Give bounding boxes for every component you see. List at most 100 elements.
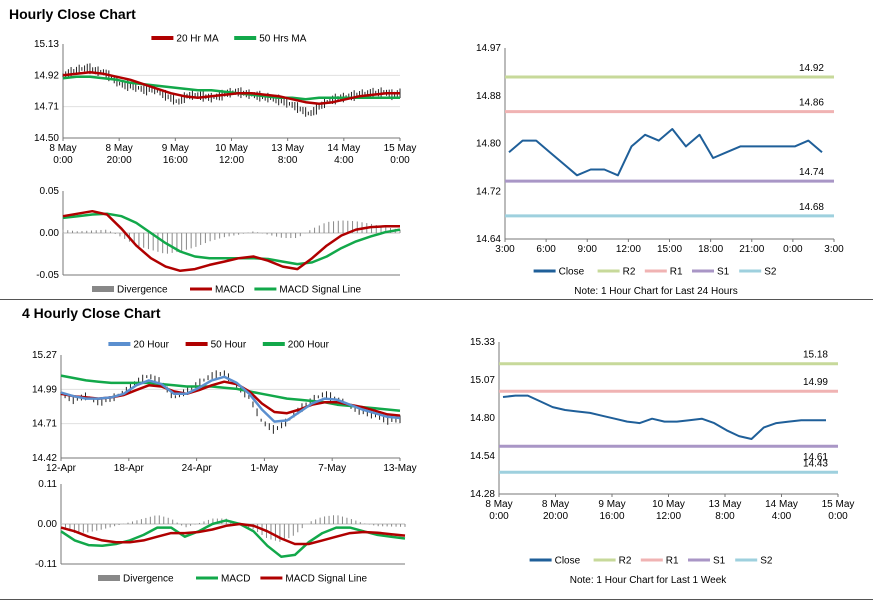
four-hourly-levels-legend-label: R1	[666, 556, 679, 567]
hourly-levels-x-tick: 3:00	[824, 244, 844, 255]
four-hourly-levels-x-tick: 0:00	[489, 511, 509, 522]
four-hourly-levels-x-tick: 16:00	[599, 511, 624, 522]
hourly-levels-y-tick: 14.72	[476, 186, 501, 197]
four-hourly-macd-y-tick: -0.11	[35, 559, 57, 570]
four-hourly-macd-legend-label: MACD	[221, 574, 250, 585]
hourly-price-x-tick: 8 May	[106, 143, 133, 154]
four-hourly-levels-x-tick: 10 May	[652, 499, 685, 510]
four-hourly-price-x-tick: 18-Apr	[114, 463, 145, 474]
hourly-price-y-tick: 14.50	[34, 133, 59, 144]
hourly-levels-y-tick: 14.88	[476, 91, 501, 102]
hourly-price-y-tick: 14.92	[34, 70, 59, 81]
four-hourly-levels-legend-label: Close	[555, 556, 581, 567]
hourly-price-x-tick: 10 May	[215, 143, 248, 154]
hourly-price-x-tick: 20:00	[107, 155, 132, 166]
hourly-levels-note: Note: 1 Hour Chart for Last 24 Hours	[574, 286, 737, 297]
hourly-levels-close-line	[508, 128, 823, 177]
hourly-price-x-tick: 14 May	[327, 143, 360, 154]
hourly-levels-legend-label: R2	[623, 267, 636, 278]
hourly-macd-line	[62, 209, 400, 273]
hourly-price-x-tick: 15 May	[384, 143, 417, 154]
four-hourly-levels-y-tick: 15.07	[470, 375, 495, 386]
four-hourly-ma20-line	[60, 375, 401, 423]
hourly-price-x-tick: 13 May	[271, 143, 304, 154]
four-hourly-ma200-line	[60, 374, 401, 412]
four-hourly-price-legend-label: 20 Hour	[133, 340, 169, 351]
four-hourly-section-title: 4 Hourly Close Chart	[22, 305, 161, 321]
four-hourly-levels-x-tick: 8:00	[715, 511, 735, 522]
four-hourly-macd-y-tick: 0.11	[38, 479, 57, 490]
hourly-macd-legend-label: MACD	[215, 285, 244, 296]
hourly-section-title: Hourly Close Chart	[9, 6, 136, 22]
hourly-price-x-tick: 8 May	[49, 143, 76, 154]
hourly-levels-legend-label: S1	[717, 267, 730, 278]
four-hourly-macd-legend-label: MACD Signal Line	[285, 574, 367, 585]
four-hourly-levels-x-tick: 4:00	[772, 511, 792, 522]
hourly-ma50-line	[62, 75, 400, 101]
four-hourly-levels-level-label-s2: 14.43	[803, 458, 828, 469]
four-hourly-price-y-tick: 14.71	[32, 419, 57, 430]
four-hourly-levels-y-tick: 14.80	[470, 413, 495, 424]
hourly-price-legend-label: 20 Hr MA	[176, 34, 219, 45]
hourly-levels-level-label-r2: 14.92	[799, 63, 824, 74]
four-hourly-price-x-tick: 1-May	[251, 463, 279, 474]
hourly-macd-legend-label: Divergence	[117, 285, 168, 296]
four-hourly-macd-legend-label: Divergence	[123, 574, 174, 585]
hourly-levels-x-tick: 12:00	[616, 244, 641, 255]
four-hourly-price-x-tick: 12-Apr	[46, 463, 77, 474]
four-hourly-price-x-tick: 7-May	[318, 463, 346, 474]
four-hourly-levels-x-tick: 12:00	[656, 511, 681, 522]
bottom-divider	[0, 599, 873, 600]
four-hourly-levels-x-tick: 13 May	[709, 499, 742, 510]
hourly-price-x-tick: 8:00	[278, 155, 298, 166]
hourly-levels-x-tick: 3:00	[495, 244, 515, 255]
four-hourly-levels-note: Note: 1 Hour Chart for Last 1 Week	[570, 575, 728, 586]
hourly-levels-x-tick: 6:00	[536, 244, 556, 255]
four-hourly-levels-legend-label: R2	[619, 556, 632, 567]
four-hourly-levels-x-tick: 8 May	[485, 499, 512, 510]
hourly-levels-y-tick: 14.64	[476, 234, 501, 245]
four-hourly-macd-signal-line	[60, 522, 406, 546]
hourly-ma20-line	[62, 71, 400, 105]
hourly-price-x-tick: 12:00	[219, 155, 244, 166]
four-hourly-levels-x-tick: 20:00	[543, 511, 568, 522]
hourly-price-x-tick: 4:00	[334, 155, 354, 166]
hourly-levels-level-label-r1: 14.86	[799, 98, 824, 109]
hourly-levels-x-tick: 21:00	[739, 244, 764, 255]
four-hourly-levels-x-tick: 9 May	[598, 499, 625, 510]
four-hourly-levels-x-tick: 0:00	[828, 511, 848, 522]
hourly-price-x-tick: 16:00	[163, 155, 188, 166]
hourly-price-y-tick: 15.13	[34, 39, 59, 50]
four-hourly-price-y-tick: 14.42	[32, 453, 57, 464]
four-hourly-levels-close-line	[502, 394, 826, 440]
four-hourly-levels-level-label-s1: 14.61	[803, 452, 828, 463]
four-hourly-levels-y-tick: 14.28	[470, 489, 495, 500]
four-hourly-levels-x-tick: 15 May	[822, 499, 855, 510]
hourly-price-legend-label: 50 Hrs MA	[259, 34, 307, 45]
hourly-levels-legend-label: Close	[559, 267, 585, 278]
hourly-levels-x-tick: 9:00	[578, 244, 598, 255]
four-hourly-levels-y-tick: 15.33	[470, 337, 495, 348]
four-hourly-levels-level-label-r2: 15.18	[803, 350, 828, 361]
four-hourly-price-legend-label: 50 Hour	[211, 340, 247, 351]
hourly-levels-y-tick: 14.80	[476, 139, 501, 150]
hourly-levels-level-label-s1: 14.74	[799, 167, 824, 178]
four-hourly-price-legend-label: 200 Hour	[288, 340, 330, 351]
hourly-levels-x-tick: 0:00	[783, 244, 803, 255]
hourly-price-x-tick: 9 May	[162, 143, 189, 154]
four-hourly-price-x-tick: 24-Apr	[182, 463, 213, 474]
hourly-levels-x-tick: 18:00	[698, 244, 723, 255]
four-hourly-levels-level-label-r1: 14.99	[803, 377, 828, 388]
hourly-levels-legend-label: S2	[764, 267, 777, 278]
four-hourly-price-x-tick: 13-May	[383, 463, 416, 474]
hourly-price-x-tick: 0:00	[390, 155, 410, 166]
hourly-price-x-tick: 0:00	[53, 155, 73, 166]
four-hourly-levels-legend-label: S1	[713, 556, 726, 567]
hourly-macd-signal-line	[62, 212, 401, 266]
four-hourly-price-y-tick: 14.99	[32, 384, 57, 395]
hourly-macd-y-tick: 0.00	[40, 228, 60, 239]
hourly-price-y-tick: 14.71	[34, 102, 59, 113]
hourly-macd-legend-label: MACD Signal Line	[279, 285, 361, 296]
hourly-levels-x-tick: 15:00	[657, 244, 682, 255]
four-hourly-levels-x-tick: 14 May	[765, 499, 798, 510]
